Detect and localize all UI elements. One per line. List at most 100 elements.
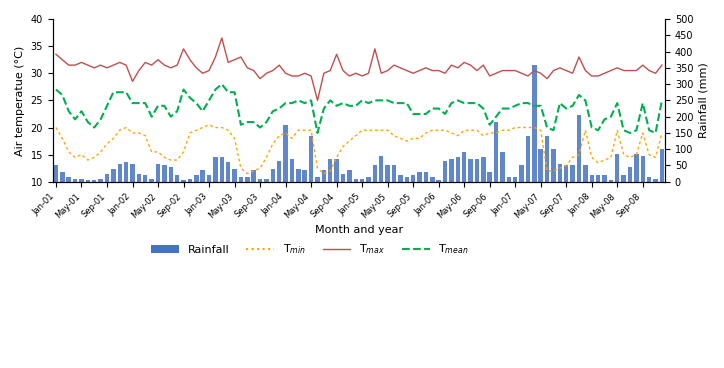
Bar: [577, 115, 581, 182]
Bar: [353, 178, 358, 182]
Bar: [545, 136, 550, 182]
Bar: [449, 159, 454, 182]
Bar: [117, 164, 122, 182]
Bar: [67, 177, 71, 182]
Bar: [455, 158, 460, 182]
Bar: [468, 159, 473, 182]
Bar: [417, 172, 422, 182]
Bar: [628, 167, 632, 182]
Bar: [366, 177, 371, 182]
Bar: [85, 180, 90, 182]
Bar: [92, 180, 96, 182]
Bar: [500, 152, 505, 182]
Bar: [487, 172, 492, 182]
Bar: [245, 177, 250, 182]
X-axis label: Month and year: Month and year: [315, 225, 403, 235]
Bar: [494, 121, 498, 182]
Bar: [634, 154, 639, 182]
Bar: [519, 166, 524, 182]
Bar: [647, 177, 652, 182]
Bar: [347, 170, 352, 182]
Bar: [130, 164, 135, 182]
Bar: [79, 178, 84, 182]
Bar: [226, 162, 230, 182]
Bar: [385, 166, 390, 182]
Bar: [194, 175, 198, 182]
Y-axis label: Rainfall (mm): Rainfall (mm): [699, 63, 709, 138]
Bar: [271, 169, 275, 182]
Bar: [475, 159, 479, 182]
Bar: [239, 177, 243, 182]
Legend: Rainfall, T$_{min}$, T$_{max}$, T$_{mean}$: Rainfall, T$_{min}$, T$_{max}$, T$_{mean…: [146, 238, 473, 261]
Bar: [143, 175, 148, 182]
Bar: [149, 178, 154, 182]
Bar: [315, 177, 320, 182]
Bar: [660, 149, 664, 182]
Bar: [539, 149, 543, 182]
Bar: [583, 166, 588, 182]
Bar: [551, 149, 556, 182]
Bar: [571, 166, 575, 182]
Bar: [341, 174, 345, 182]
Bar: [589, 175, 594, 182]
Bar: [98, 178, 103, 182]
Bar: [557, 164, 562, 182]
Bar: [430, 177, 434, 182]
Bar: [105, 174, 109, 182]
Bar: [296, 169, 300, 182]
Bar: [137, 174, 141, 182]
Bar: [564, 166, 568, 182]
Bar: [602, 175, 607, 182]
Bar: [513, 177, 518, 182]
Bar: [653, 178, 658, 182]
Bar: [124, 162, 128, 182]
Bar: [443, 160, 447, 182]
Bar: [309, 136, 313, 182]
Bar: [207, 175, 211, 182]
Bar: [258, 178, 262, 182]
Bar: [175, 175, 180, 182]
Bar: [73, 178, 77, 182]
Bar: [641, 156, 645, 182]
Bar: [54, 166, 58, 182]
Bar: [162, 166, 167, 182]
Bar: [411, 175, 416, 182]
Bar: [398, 175, 403, 182]
Bar: [321, 170, 326, 182]
Bar: [526, 136, 530, 182]
Bar: [405, 177, 409, 182]
Bar: [328, 159, 332, 182]
Bar: [213, 158, 218, 182]
Bar: [615, 154, 620, 182]
Bar: [188, 178, 192, 182]
Bar: [156, 164, 160, 182]
Bar: [181, 180, 186, 182]
Bar: [507, 177, 511, 182]
Bar: [290, 159, 294, 182]
Bar: [169, 167, 173, 182]
Bar: [251, 170, 256, 182]
Bar: [373, 166, 377, 182]
Bar: [596, 175, 600, 182]
Bar: [392, 166, 396, 182]
Bar: [264, 178, 269, 182]
Bar: [462, 152, 466, 182]
Bar: [60, 172, 64, 182]
Y-axis label: Air temperatue (°C): Air temperatue (°C): [15, 45, 25, 156]
Bar: [232, 169, 237, 182]
Bar: [219, 158, 224, 182]
Bar: [303, 170, 307, 182]
Bar: [360, 178, 364, 182]
Bar: [277, 160, 282, 182]
Bar: [334, 159, 339, 182]
Bar: [621, 175, 626, 182]
Bar: [532, 64, 536, 182]
Bar: [609, 180, 613, 182]
Bar: [111, 169, 116, 182]
Bar: [379, 156, 384, 182]
Bar: [424, 172, 428, 182]
Bar: [283, 125, 288, 182]
Bar: [481, 158, 486, 182]
Bar: [201, 170, 205, 182]
Bar: [437, 180, 441, 182]
